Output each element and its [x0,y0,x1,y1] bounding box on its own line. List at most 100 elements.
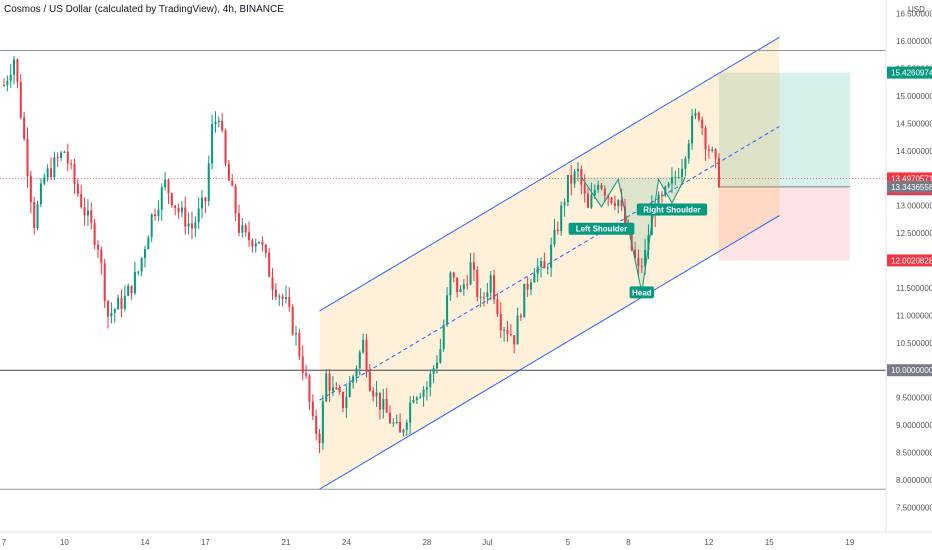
candle-body [36,204,39,229]
candle-body [667,183,670,187]
parallel-channel[interactable] [319,36,780,490]
candle-body [523,283,526,318]
candle-body [556,229,559,232]
candle-body [442,324,445,350]
candle-body [425,387,428,390]
candle-body [201,197,204,209]
candle-body [301,356,304,374]
x-tick-label: 19 [845,538,854,547]
candle-body [96,244,99,250]
y-tick-label: 11.0000000 [896,311,932,320]
candle-body [39,183,42,205]
candle-body [513,335,516,345]
candle-body [382,399,385,410]
candle-body [16,59,19,82]
candle-body [540,261,543,267]
candle-body [231,180,234,186]
pattern-label-box [568,222,635,235]
candle-body [546,267,549,269]
x-tick-label: 15 [765,538,774,547]
candle-body [670,177,673,184]
candle-body [321,401,324,444]
x-tick-label: 21 [282,538,291,547]
horizontal-lines[interactable] [0,49,886,490]
candle-body [472,262,475,270]
price-tag-label: 10.0000000 [891,366,932,375]
candle-body [600,184,603,189]
candle-body [13,59,16,75]
candle-body [580,168,583,185]
candle-body [342,392,345,409]
y-tick-label: 11.5000000 [896,284,932,293]
pattern-label: Right Shoulder [643,206,700,215]
candle-body [717,158,720,187]
price-tag-box [887,254,932,267]
candle-body [157,209,160,216]
candle-body [593,189,596,195]
candle-body [177,208,180,213]
candle-body [519,315,522,318]
candle-body [244,225,247,233]
currency-label: USD [908,5,925,14]
price-tag-box [887,66,932,79]
candle-body [392,422,395,424]
candle-body [251,240,254,247]
candle-body [620,199,623,207]
candle-body [543,261,546,269]
candle-body [701,119,704,129]
candle-body [73,164,76,184]
candle-body [516,315,519,345]
long-position-tool[interactable] [718,72,850,261]
candle-body [221,121,224,131]
y-tick-label: 8.0000000 [896,476,932,485]
candle-body [187,223,190,227]
candle-body [295,333,298,335]
candle-body [375,392,378,397]
candle-body [315,416,318,434]
candle-body [113,309,116,313]
candle-body [217,121,220,123]
candle-body [714,149,717,159]
candle-body [291,306,294,335]
head-and-shoulders-pattern[interactable]: Left Shoulder Head Right Shoulder [568,176,708,299]
candle-body [170,193,173,206]
price-tag-label: 15.4260974 [891,69,932,78]
candle-body [452,272,455,278]
candle-body [160,187,163,210]
y-tick-label: 13.0000000 [896,202,932,211]
price-tag-label: 12.0020828 [891,256,932,265]
candle-body [204,197,207,202]
candle-body [46,168,49,178]
position-target-zone [718,72,850,187]
candle-body [634,249,637,258]
candle-body [43,177,46,184]
candle-body [462,284,465,290]
candle-body [469,262,472,285]
candle-body [506,329,509,335]
candle-body [298,333,301,357]
candle-body [184,207,187,227]
candle-body [345,396,348,409]
candle-body [640,265,643,267]
candle-body [385,399,388,413]
candle-body [560,205,563,232]
candle-body [362,339,365,353]
candle-body [117,297,120,310]
candle-body [76,183,79,194]
candle-body [419,396,422,398]
y-tick-label: 16.0000000 [896,37,932,46]
candle-body [167,179,170,194]
candle-body [338,388,341,393]
candle-body [553,229,556,245]
candle-body [681,168,684,177]
candle-body [264,244,267,253]
candle-body [241,225,244,233]
time-axis[interactable]: 7 10 14 17 21 24 28 Jul 5 8 12 15 19 [2,538,855,547]
x-tick-label: 7 [2,538,7,547]
chart-title: Cosmos / US Dollar (calculated by Tradin… [4,4,284,15]
x-tick-label: 10 [60,538,69,547]
candle-body [409,402,412,423]
candle-body [308,375,311,402]
candle-body [456,277,459,293]
